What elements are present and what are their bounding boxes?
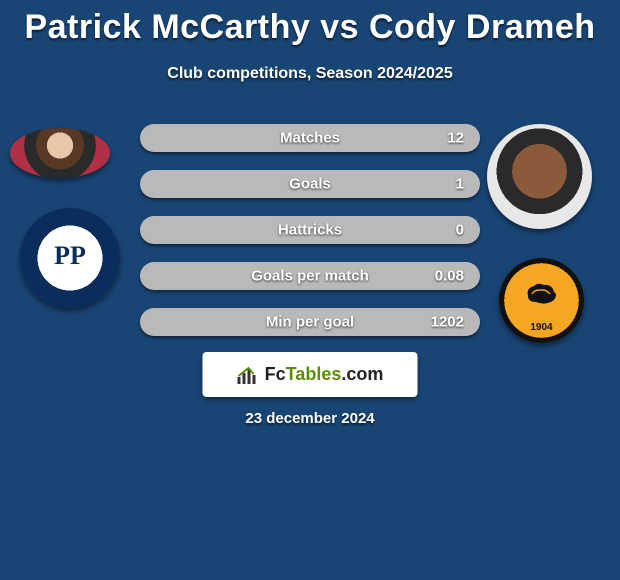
stat-row: Min per goal 1202 bbox=[140, 308, 480, 336]
bars-icon bbox=[237, 365, 259, 385]
stat-row: Goals 1 bbox=[140, 170, 480, 198]
club-right-badge bbox=[499, 258, 584, 343]
stat-value: 1 bbox=[456, 176, 464, 193]
page-title: Patrick McCarthy vs Cody Drameh bbox=[0, 0, 620, 47]
stat-label: Goals bbox=[289, 176, 331, 193]
stat-row: Goals per match 0.08 bbox=[140, 262, 480, 290]
stats-list: Matches 12 Goals 1 Hattricks 0 Goals per… bbox=[140, 124, 480, 354]
brand-text: FcTables.com bbox=[265, 364, 384, 385]
stat-value: 1202 bbox=[431, 314, 464, 331]
stat-value: 0 bbox=[456, 222, 464, 239]
stat-value: 12 bbox=[447, 130, 464, 147]
brand-badge: FcTables.com bbox=[203, 352, 418, 397]
stat-label: Hattricks bbox=[278, 222, 342, 239]
subtitle: Club competitions, Season 2024/2025 bbox=[0, 65, 620, 83]
stat-label: Matches bbox=[280, 130, 340, 147]
date-text: 23 december 2024 bbox=[245, 410, 374, 427]
stat-row: Matches 12 bbox=[140, 124, 480, 152]
stat-value: 0.08 bbox=[435, 268, 464, 285]
stat-label: Goals per match bbox=[251, 268, 369, 285]
stat-row: Hattricks 0 bbox=[140, 216, 480, 244]
stat-label: Min per goal bbox=[266, 314, 354, 331]
player-right-avatar bbox=[487, 124, 592, 229]
tiger-icon bbox=[524, 280, 560, 308]
player-left-avatar bbox=[10, 128, 110, 178]
club-left-badge bbox=[20, 208, 120, 308]
